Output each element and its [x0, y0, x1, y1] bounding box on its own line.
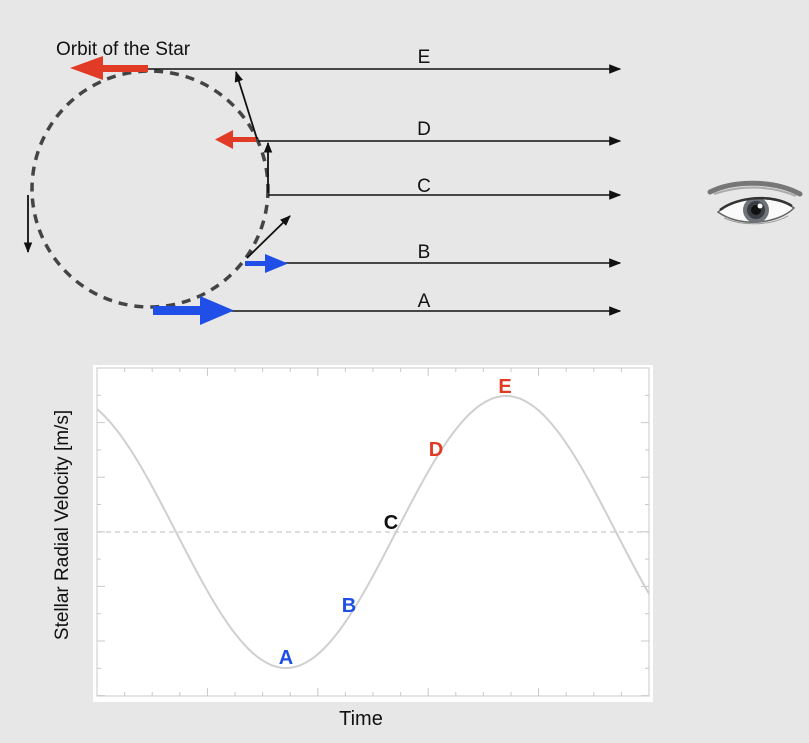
- curve-point-b: B: [342, 595, 356, 617]
- orbit-diagram: Orbit of the Star E D C B A: [23, 39, 622, 325]
- line-label-a: A: [418, 291, 431, 312]
- radial-velocity-chart: A B C D E Time Stellar Radial Velocity […: [52, 365, 653, 730]
- approaching-arrow-a: [153, 296, 234, 325]
- radial-velocity-curve: [96, 395, 650, 669]
- line-label-d: D: [417, 119, 431, 140]
- curve-point-a: A: [279, 647, 293, 669]
- curve-point-e: E: [498, 376, 511, 398]
- x-axis-label: Time: [339, 708, 383, 730]
- approaching-arrow-b: [245, 254, 288, 273]
- y-axis-label: Stellar Radial Velocity [m/s]: [52, 410, 73, 640]
- receding-arrow-d: [215, 130, 256, 149]
- velocity-vector-b: [246, 215, 291, 259]
- curve-point-c: C: [384, 512, 398, 534]
- plot-area: [93, 365, 653, 702]
- velocity-vector-d: [234, 70, 258, 140]
- orbit-label: Orbit of the Star: [56, 39, 191, 60]
- eye-icon: [707, 180, 803, 225]
- curve-point-d: D: [429, 439, 443, 461]
- receding-arrow-e: [70, 56, 148, 80]
- line-label-c: C: [417, 176, 431, 197]
- line-label-e: E: [418, 47, 431, 68]
- orbit-circle: [30, 69, 270, 309]
- line-label-b: B: [418, 242, 431, 263]
